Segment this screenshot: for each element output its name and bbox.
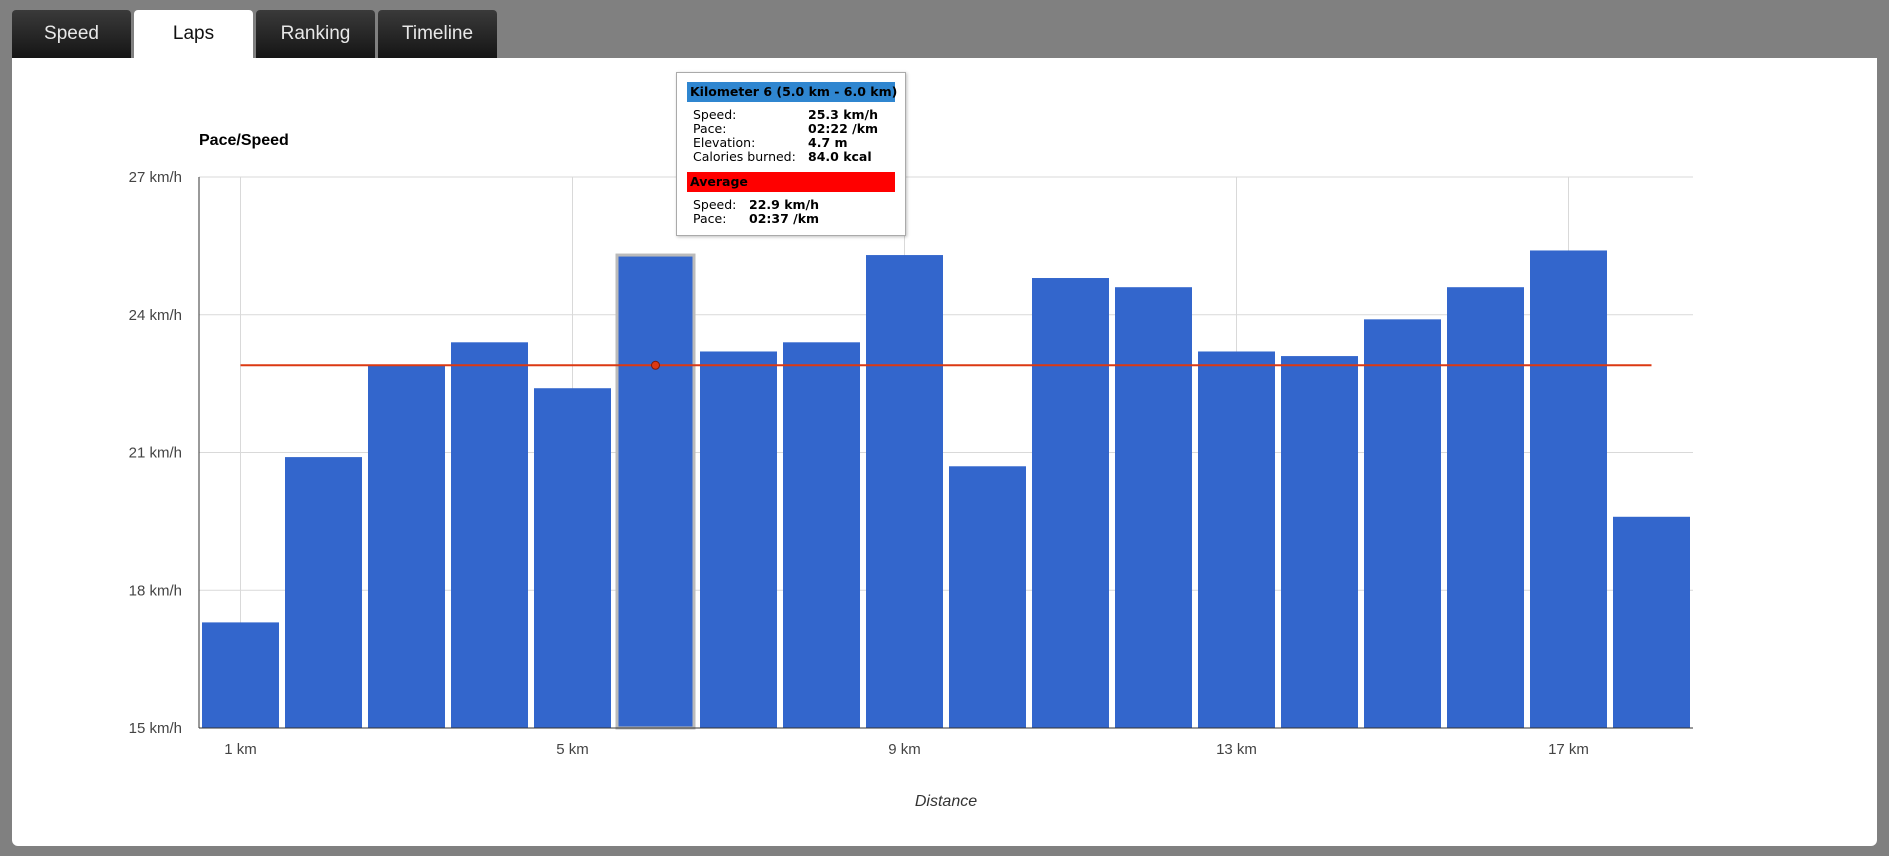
tooltip-label: Elevation: — [693, 135, 756, 150]
chart-panel: 15 km/h 18 km/h 21 km/h 24 km/h 27 km/h 1 km 5… — [12, 58, 1877, 846]
bar[interactable] — [949, 466, 1026, 728]
bar[interactable] — [285, 457, 362, 728]
tooltip-row-elevation: Elevation: 4.7 m — [687, 136, 895, 150]
tooltip-label: Speed: — [693, 107, 737, 122]
tooltip-value: 02:22 /km — [808, 121, 879, 136]
tooltip-value: 22.9 km/h — [749, 197, 819, 212]
x-tick-label: 13 km — [1216, 741, 1257, 758]
bar-highlighted[interactable] — [615, 253, 696, 730]
tooltip-label: Pace: — [693, 121, 727, 136]
x-axis-title: Distance — [915, 793, 977, 810]
tooltip-header: Kilometer 6 (5.0 km - 6.0 km) — [687, 82, 897, 102]
bar[interactable] — [783, 342, 860, 728]
average-point — [651, 360, 660, 370]
tab-timeline[interactable]: Timeline — [378, 10, 497, 58]
y-tick-label: 24 km/h — [129, 307, 182, 324]
bar[interactable] — [1364, 319, 1441, 728]
tooltip-average-header: Average — [687, 172, 895, 192]
chart-title: Pace/Speed — [199, 132, 289, 149]
tooltip-label: Calories burned: — [693, 149, 796, 164]
bar[interactable] — [1115, 287, 1192, 728]
bar[interactable] — [700, 351, 777, 728]
tooltip-value: 02:37 /km — [749, 211, 820, 226]
tooltip-row-speed: Speed: 25.3 km/h — [687, 108, 895, 122]
bar[interactable] — [866, 255, 943, 728]
bar[interactable] — [1530, 250, 1607, 728]
chart-tooltip: Kilometer 6 (5.0 km - 6.0 km) Speed: 25.3… — [676, 72, 906, 236]
tooltip-value: 25.3 km/h — [808, 107, 878, 122]
bar[interactable] — [1613, 516, 1690, 728]
tooltip-row-calories: Calories burned: 84.0 kcal — [687, 150, 895, 164]
y-tick-label: 27 km/h — [129, 169, 182, 186]
y-tick-label: 21 km/h — [129, 445, 182, 462]
bar[interactable] — [1281, 356, 1358, 728]
y-tick-label: 15 km/h — [129, 720, 182, 737]
tooltip-value: 84.0 kcal — [808, 149, 872, 164]
bar[interactable] — [368, 365, 445, 728]
x-tick-label: 9 km — [888, 741, 921, 758]
tab-bar: Speed Laps Ranking Timeline — [12, 10, 497, 58]
y-tick-label: 18 km/h — [129, 582, 182, 599]
tab-laps[interactable]: Laps — [134, 10, 253, 58]
tooltip-label: Speed: — [693, 197, 737, 212]
tab-ranking[interactable]: Ranking — [256, 10, 375, 58]
bar[interactable] — [451, 342, 528, 728]
x-tick-label: 1 km — [224, 741, 257, 758]
tooltip-row-pace: Pace: 02:22 /km — [687, 122, 895, 136]
tooltip-value: 4.7 m — [808, 135, 848, 150]
tooltip-average-rows: Speed: 22.9 km/h Pace: 02:37 /km — [687, 198, 895, 226]
bar[interactable] — [1447, 287, 1524, 728]
x-tick-label: 17 km — [1548, 741, 1589, 758]
bar[interactable] — [534, 388, 611, 728]
pace-speed-chart: 15 km/h 18 km/h 21 km/h 24 km/h 27 km/h 1 km 5… — [129, 132, 1693, 810]
tooltip-row-avg-speed: Speed: 22.9 km/h — [687, 198, 895, 212]
tab-speed[interactable]: Speed — [12, 10, 131, 58]
tooltip-rows: Speed: 25.3 km/h Pace: 02:22 /km Elevation… — [687, 108, 895, 164]
bar[interactable] — [202, 622, 279, 728]
bar[interactable] — [1032, 278, 1109, 728]
tooltip-label: Pace: — [693, 211, 727, 226]
tooltip-row-avg-pace: Pace: 02:37 /km — [687, 212, 895, 226]
x-tick-label: 5 km — [556, 741, 589, 758]
bar[interactable] — [1198, 351, 1275, 728]
